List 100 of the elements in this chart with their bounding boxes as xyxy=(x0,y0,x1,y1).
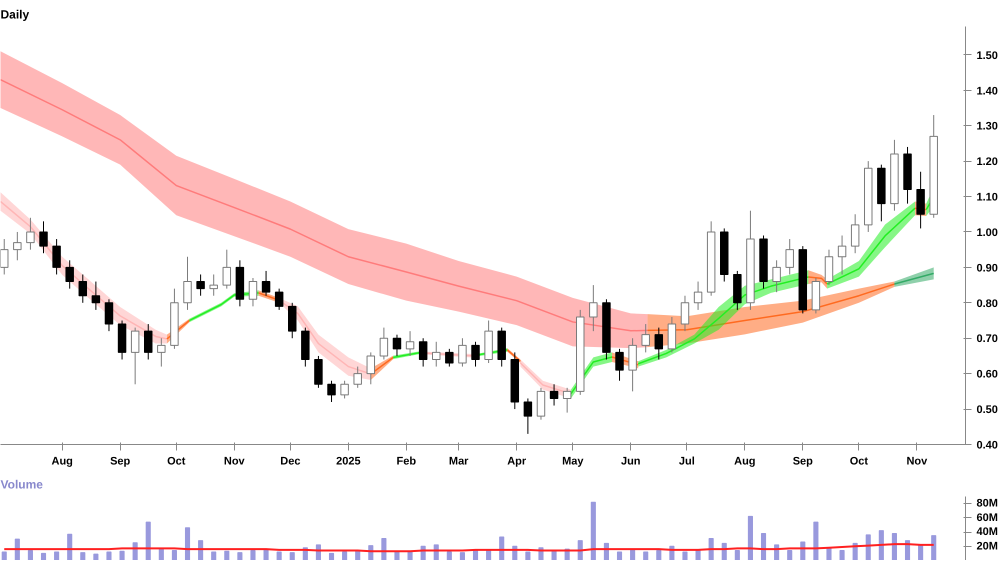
bar xyxy=(813,522,818,560)
bar xyxy=(106,551,112,560)
bar xyxy=(40,552,46,560)
candlestick xyxy=(92,281,100,310)
candlestick xyxy=(641,324,650,353)
x-tick-label: Sep xyxy=(110,456,131,468)
y-tick-label: 1.10 xyxy=(976,192,998,204)
bar xyxy=(93,554,98,560)
y-tick-label: 0.80 xyxy=(976,298,998,310)
x-tick-label: Aug xyxy=(52,456,73,468)
bar xyxy=(224,550,230,560)
candlestick xyxy=(248,278,258,307)
candlestick xyxy=(838,235,846,275)
y-tick-label: 40M xyxy=(976,526,998,538)
candlestick xyxy=(13,231,22,261)
candlestick xyxy=(418,338,428,368)
candlestick xyxy=(850,214,860,254)
y-tick-label: 60M xyxy=(976,512,998,524)
bar xyxy=(54,551,60,560)
bar xyxy=(525,551,530,560)
y-tick-label: 1.20 xyxy=(976,156,998,168)
candlestick xyxy=(274,288,284,310)
bar xyxy=(2,551,7,560)
candlestick xyxy=(772,260,781,293)
x-tick-label: Oct xyxy=(167,456,186,468)
x-tick-label: 2025 xyxy=(336,456,361,468)
bar xyxy=(734,550,740,560)
x-tick-label: Mar xyxy=(448,456,470,468)
candlestick xyxy=(144,324,152,360)
chart-title: Daily xyxy=(0,8,30,22)
bar xyxy=(158,548,164,560)
y-tick-label: 0.60 xyxy=(976,368,998,381)
bar xyxy=(120,550,125,560)
bar xyxy=(892,532,897,560)
bar xyxy=(696,550,701,560)
candlestick xyxy=(471,341,480,368)
bar xyxy=(250,550,256,560)
bar xyxy=(499,536,504,560)
y-tick-label: 20M xyxy=(976,540,998,552)
bar xyxy=(616,551,622,560)
y-tick-label: 0.70 xyxy=(976,333,998,346)
bar xyxy=(276,551,282,560)
x-tick-label: Sep xyxy=(792,456,814,468)
bar xyxy=(931,535,936,560)
candlestick xyxy=(157,338,166,368)
candlestick xyxy=(524,398,532,434)
line-series xyxy=(3,543,935,552)
bar xyxy=(172,550,177,560)
candlestick xyxy=(26,217,35,250)
candlestick xyxy=(340,380,349,399)
x-tick-label: Dec xyxy=(280,456,300,468)
bar xyxy=(290,552,295,560)
y-tick-label: 0.40 xyxy=(976,440,998,452)
candlestick xyxy=(615,348,624,382)
candlestick xyxy=(445,348,454,368)
bar xyxy=(760,532,766,560)
bar xyxy=(590,502,596,560)
bar xyxy=(878,530,884,560)
x-tick-label: Aug xyxy=(734,456,756,468)
bar xyxy=(184,527,190,560)
candlestick xyxy=(327,380,336,402)
y-tick-label: 0.90 xyxy=(976,262,998,274)
candlestick xyxy=(52,238,61,275)
bar xyxy=(80,552,86,560)
candlestick xyxy=(680,295,690,332)
x-tick-label: Oct xyxy=(850,456,868,468)
bar xyxy=(328,552,334,560)
bar xyxy=(446,551,452,560)
candlestick xyxy=(458,338,467,368)
bar xyxy=(211,551,216,560)
bar xyxy=(67,534,72,560)
candlestick xyxy=(562,387,572,414)
candlestick xyxy=(183,256,192,310)
y-tick-label: 1.50 xyxy=(976,50,998,62)
candlestick xyxy=(432,341,440,368)
bar xyxy=(840,550,845,560)
chart-title: Volume xyxy=(0,478,44,492)
y-tick-label: 80M xyxy=(976,498,998,510)
bar xyxy=(656,550,662,560)
candlestick xyxy=(196,274,205,296)
bar xyxy=(682,551,688,560)
bar xyxy=(643,551,648,560)
x-tick-label: Nov xyxy=(224,456,246,468)
candlestick xyxy=(222,249,232,290)
bar xyxy=(748,516,753,560)
bar xyxy=(237,552,242,560)
candlestick xyxy=(406,330,414,356)
bar xyxy=(787,550,792,560)
bar xyxy=(408,551,413,560)
bar xyxy=(460,552,465,560)
y-tick-label: 0.50 xyxy=(976,404,998,416)
x-tick-label: Nov xyxy=(906,456,928,468)
candlestick xyxy=(366,352,376,385)
x-tick-label: Jul xyxy=(678,456,695,468)
candlestick xyxy=(39,220,48,254)
bar xyxy=(28,550,33,560)
candlestick xyxy=(353,366,362,388)
candlestick xyxy=(392,334,402,356)
bar xyxy=(866,534,871,560)
x-tick-label: Feb xyxy=(396,456,416,468)
